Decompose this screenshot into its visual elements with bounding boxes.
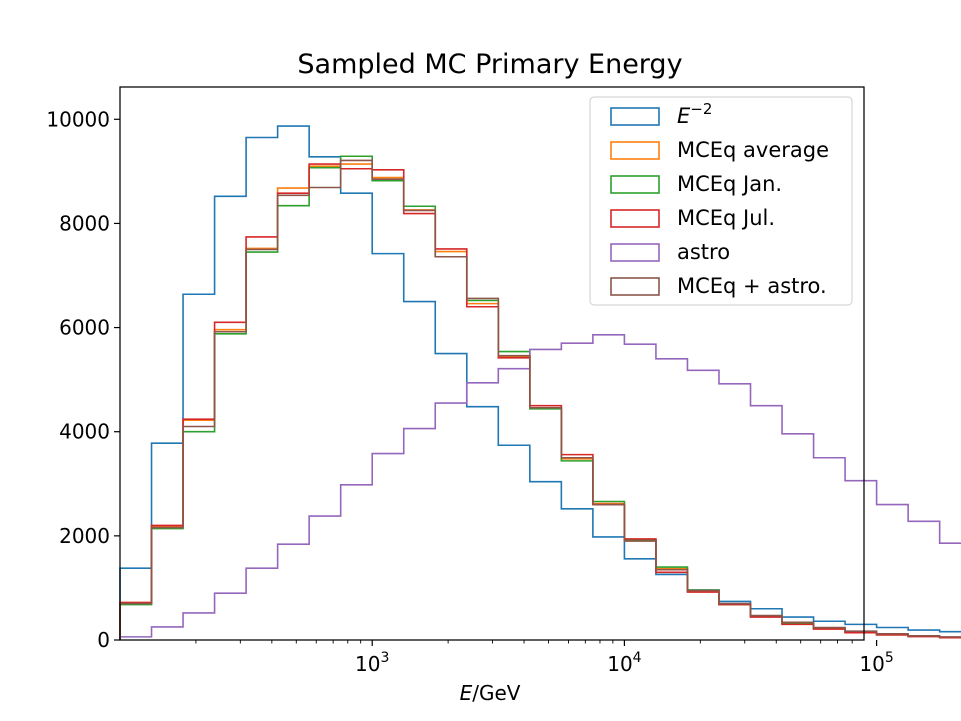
legend-swatch [610,209,660,228]
legend-label: astro [677,240,730,264]
x-axis-ticks: 103104105106107 [355,640,894,676]
legend-items: E−2 MCEq average MCEq Jan. MCEq Jul. astro MC… [610,100,829,298]
series-line [119,163,961,640]
x-minor-ticks [195,640,853,644]
x-tick-label: 103 [355,650,389,676]
y-axis-ticks: 0 2000 4000 6000 8000 10000 [46,107,120,652]
legend-swatch [610,107,660,126]
y-tick-label: 8000 [59,211,110,235]
legend-item: MCEq + astro. [610,274,827,298]
y-tick-label: 2000 [59,524,110,548]
y-tick-label: 0 [97,628,110,652]
legend-box [589,96,853,306]
legend-swatch [610,277,660,296]
legend-label: MCEq + astro. [677,274,827,298]
legend-swatch [610,175,660,194]
legend: E−2 MCEq average MCEq Jan. MCEq Jul. astro MC… [589,96,853,306]
legend-swatch [610,141,660,160]
legend-item: E−2 [610,100,712,128]
legend-item: astro [610,240,730,264]
series-line [119,159,961,640]
legend-item: MCEq average [610,138,829,162]
legend-item: MCEq Jan. [610,172,782,196]
x-axis-label-unit: /GeV [472,681,521,705]
y-tick-label: 10000 [46,107,110,131]
x-axis-label-symbol: E [460,681,473,705]
legend-item: MCEq Jul. [610,206,775,230]
legend-label: MCEq Jul. [677,206,775,230]
series-3 [119,163,961,640]
legend-label: E−2 [677,100,712,128]
series-5 [119,159,961,640]
series-4 [119,334,961,640]
legend-swatch [610,243,660,262]
x-axis-label: E/GeV [460,681,521,705]
series-line [119,334,961,640]
y-tick-label: 4000 [59,420,110,444]
y-tick-label: 6000 [59,316,110,340]
legend-label: MCEq Jan. [677,172,782,196]
x-tick-label: 104 [607,650,641,676]
axes-frame [119,86,865,641]
series-layer [119,125,961,640]
x-tick-label: 105 [859,650,893,676]
legend-label: MCEq average [677,138,829,162]
chart-title: Sampled MC Primary Energy [297,49,682,80]
